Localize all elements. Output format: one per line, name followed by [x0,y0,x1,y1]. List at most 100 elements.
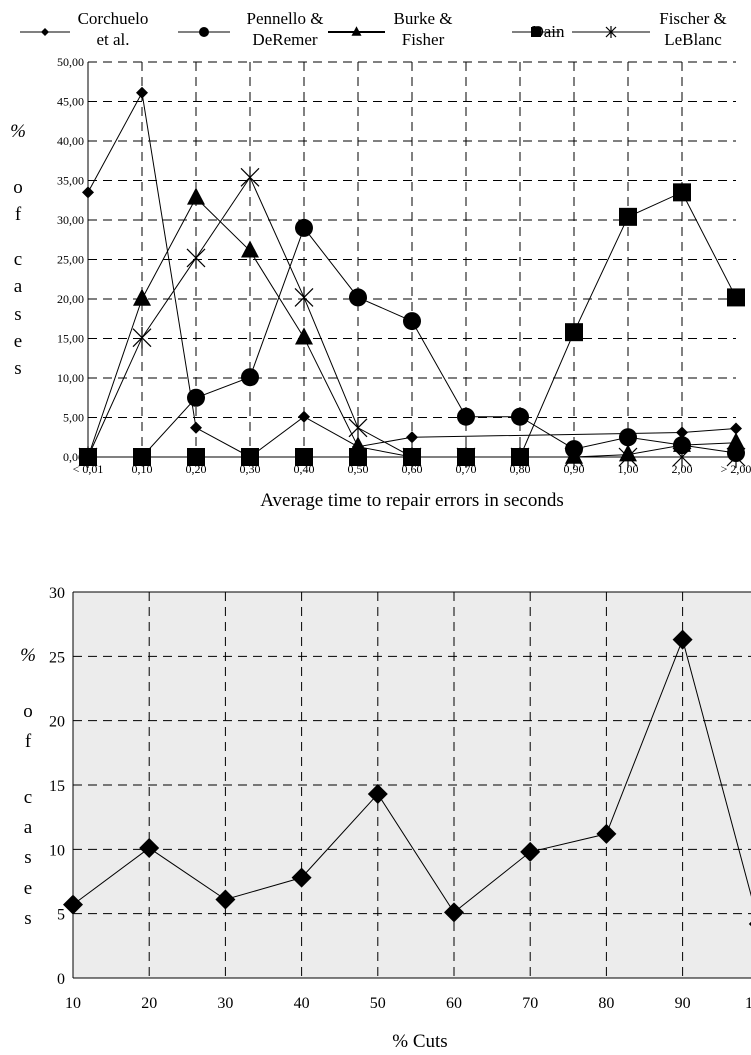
legend-circle-icon [199,27,209,37]
data-point [672,629,693,650]
data-point [619,207,637,226]
data-point [726,446,746,468]
y-tick-label: 25 [49,649,65,666]
data-point [348,416,368,439]
y-axis-label-char: s [14,304,21,325]
y-axis-label-char: % [20,645,36,666]
data-point [133,448,151,466]
y-tick-label: 5 [57,907,65,924]
data-point [291,867,312,888]
data-point [139,838,160,859]
data-point [295,327,313,345]
data-point [618,446,638,468]
data-point [78,446,98,468]
data-point [565,323,583,342]
y-axis-label-char: f [15,204,22,225]
y-axis-label-char: o [13,177,23,198]
y-tick-label: 10,00 [57,371,84,385]
y-tick-label: 25,00 [57,253,84,267]
series-star [78,166,746,468]
y-axis-label-char: a [14,276,23,297]
data-point [596,823,617,844]
data-point [190,421,202,434]
data-point [295,218,313,237]
x-axis-label: Average time to repair errors in seconds [260,490,564,511]
data-point [133,288,151,306]
y-tick-label: 30 [49,585,65,602]
top-line-chart: Corchuelo et al. Pennello & DeRemer Burke & F… [10,9,751,511]
y-axis-label-char: s [24,847,31,868]
data-point [187,388,205,407]
legend-label: Dain [531,22,565,41]
legend-star-icon [605,26,617,38]
data-point [295,448,313,466]
grid [73,592,751,978]
data-point [564,446,584,468]
x-tick-label: 70 [522,995,538,1012]
data-point [727,432,745,450]
legend-square-icon [531,27,541,37]
y-axis-label-char: c [24,787,32,808]
x-axis-label: % Cuts [392,1031,447,1052]
y-tick-label: 5,00 [63,411,84,425]
y-tick-label: 15 [49,778,65,795]
y-axis-label-char: % [10,121,26,142]
data-point [215,889,236,910]
legend-entry: Dain [512,22,565,41]
y-axis-label-char: o [23,701,33,722]
legend-entry: Corchuelo et al. [20,9,148,49]
data-point [520,841,541,862]
series-line [72,638,751,914]
legend-entry: Pennello & DeRemer [178,9,323,49]
x-tick-label: 60 [446,995,462,1012]
y-tick-label: 30,00 [57,213,84,227]
y-tick-label: 0 [57,971,65,988]
x-tick-label: 1 [745,995,751,1012]
y-tick-label: 20 [49,714,65,731]
y-tick-label: 20,00 [57,292,84,306]
data-point [457,407,475,426]
data-point [82,186,94,199]
legend-diamond-icon [41,28,49,36]
data-point [406,431,418,444]
y-tick-label: 0,00 [63,450,84,464]
y-axis-label-char: c [14,249,22,270]
y-tick-label: 45,00 [57,95,84,109]
data-point [403,312,421,331]
x-tick-label: 90 [675,995,691,1012]
x-tick-label: 30 [217,995,233,1012]
data-point [186,247,206,269]
data-point [673,434,691,452]
y-axis-label-char: f [25,731,32,752]
data-point [672,446,692,468]
data-point [444,902,464,923]
x-tick-label: 40 [294,995,310,1012]
data-point [240,166,260,189]
x-tick-label: 2,00 [672,462,693,476]
y-tick-label: 15,00 [57,332,84,346]
legend-label: Pennello & DeRemer [247,9,324,49]
data-point [132,326,152,349]
data-point [349,448,367,466]
data-point [673,183,691,202]
x-tick-label: 50 [370,995,386,1012]
y-axis-label-char: e [14,331,22,352]
data-point [241,368,259,387]
x-tick-label: 1,00 [618,462,639,476]
data-point [294,286,314,309]
bottom-line-chart: 0 5 10 15 20 25 30 10 20 30 40 50 60 70 80 90 1 % Cuts% of… [20,585,751,1052]
series-diamond [63,629,751,927]
series-diamond [82,86,742,463]
data-point [187,187,205,205]
data-point [619,428,637,447]
data-point [676,426,688,439]
legend-label: Corchuelo et al. [78,9,149,49]
legend-label: Fischer & LeBlanc [659,9,727,49]
x-tick-label: 10 [65,995,81,1012]
legend-entry: Fischer & LeBlanc [572,9,727,49]
grid [88,61,736,457]
y-axis-label-char: s [24,908,31,929]
data-point [456,446,476,468]
data-point [727,288,745,307]
legend-triangle-icon [351,26,362,36]
